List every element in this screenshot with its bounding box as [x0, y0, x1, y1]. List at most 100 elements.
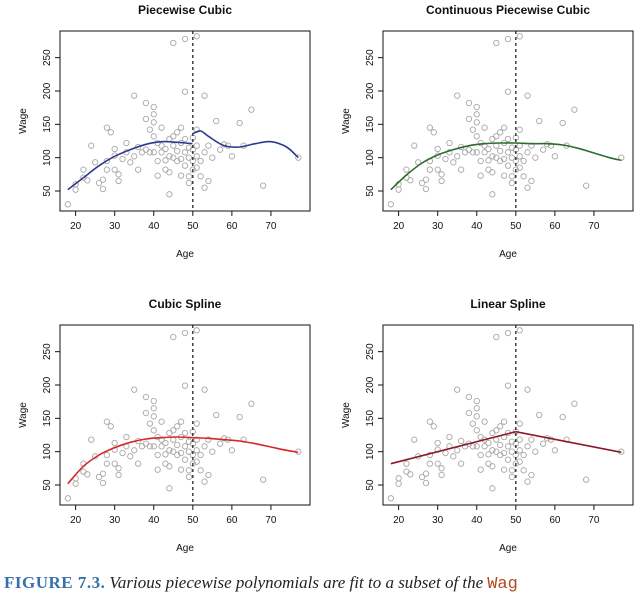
data-point	[387, 201, 394, 208]
y-tick-label: 50	[365, 185, 376, 197]
data-point	[80, 468, 87, 475]
data-point	[485, 145, 492, 153]
data-point	[193, 447, 200, 454]
data-point	[127, 453, 134, 460]
data-point	[411, 436, 418, 443]
data-point	[181, 35, 189, 43]
data-point	[185, 173, 193, 180]
x-tick-label: 60	[549, 221, 561, 232]
data-point	[516, 33, 523, 40]
data-point	[201, 478, 208, 485]
data-point	[461, 149, 469, 156]
data-point	[166, 463, 173, 470]
data-point	[520, 467, 527, 474]
data-point	[516, 327, 523, 334]
data-point	[481, 443, 488, 450]
data-point	[469, 443, 476, 450]
x-axis-label: Age	[499, 543, 517, 554]
data-point	[547, 142, 555, 149]
x-tick-label: 60	[226, 221, 238, 232]
data-point	[528, 436, 535, 443]
data-point	[508, 179, 516, 187]
data-point	[500, 418, 508, 425]
y-tick-label: 50	[42, 479, 53, 491]
data-point	[524, 443, 531, 450]
data-point	[504, 162, 512, 169]
x-tick-label: 20	[70, 221, 82, 232]
data-point	[127, 159, 134, 166]
data-point	[166, 447, 173, 454]
data-point	[469, 149, 476, 156]
data-point	[500, 466, 508, 473]
data-point	[469, 420, 476, 427]
data-point	[582, 182, 590, 189]
y-tick-label: 200	[42, 376, 53, 393]
data-point	[170, 333, 177, 341]
data-point	[493, 154, 500, 161]
data-point	[516, 164, 523, 171]
data-point	[551, 153, 559, 160]
data-point	[158, 149, 165, 156]
data-point	[205, 436, 212, 443]
data-point	[473, 103, 480, 111]
data-point	[213, 411, 220, 419]
data-point	[220, 435, 228, 442]
data-point	[177, 418, 185, 425]
data-point	[532, 154, 539, 161]
x-tick-label: 70	[588, 515, 600, 526]
figure-caption: FIGURE 7.3. Various piecewise polynomials…	[4, 572, 635, 594]
data-point	[403, 166, 410, 173]
data-point	[512, 166, 519, 173]
data-point	[111, 166, 118, 173]
data-point	[205, 177, 212, 185]
data-point	[524, 184, 531, 191]
data-point	[504, 149, 512, 156]
data-point	[422, 176, 430, 183]
data-point	[134, 460, 142, 467]
data-point	[193, 458, 200, 465]
data-point	[213, 117, 220, 125]
data-point	[426, 418, 434, 425]
data-point	[123, 139, 130, 147]
x-axis-label: Age	[176, 543, 194, 554]
data-point	[430, 423, 437, 430]
data-point	[582, 476, 590, 483]
data-point	[446, 433, 453, 441]
data-point	[524, 478, 531, 485]
data-point	[481, 149, 488, 156]
data-point	[477, 433, 484, 441]
data-point	[236, 119, 243, 127]
data-point	[170, 448, 177, 455]
data-point	[189, 166, 196, 173]
data-point	[170, 39, 177, 47]
data-point	[162, 451, 169, 458]
data-point	[166, 191, 173, 198]
data-point	[497, 451, 504, 459]
data-point	[138, 443, 146, 450]
data-point	[422, 185, 430, 193]
data-point	[142, 115, 150, 123]
data-point	[181, 429, 189, 437]
data-point	[142, 393, 150, 401]
data-point	[205, 142, 212, 149]
data-point	[450, 453, 457, 460]
data-point	[84, 177, 91, 184]
fit-curve	[67, 436, 299, 485]
data-point	[489, 429, 496, 437]
data-point	[95, 473, 103, 481]
data-point	[189, 460, 196, 467]
x-tick-label: 50	[510, 221, 522, 232]
data-point	[197, 173, 204, 180]
data-point	[217, 146, 224, 153]
data-point	[228, 447, 236, 454]
data-point	[88, 436, 95, 443]
data-point	[516, 447, 523, 454]
plot-frame	[382, 324, 634, 506]
data-point	[295, 154, 302, 161]
data-point	[209, 448, 216, 455]
x-tick-label: 60	[226, 515, 238, 526]
data-point	[520, 157, 527, 165]
y-axis-label: Wage	[341, 108, 352, 134]
data-point	[493, 133, 500, 140]
x-tick-label: 20	[393, 515, 405, 526]
